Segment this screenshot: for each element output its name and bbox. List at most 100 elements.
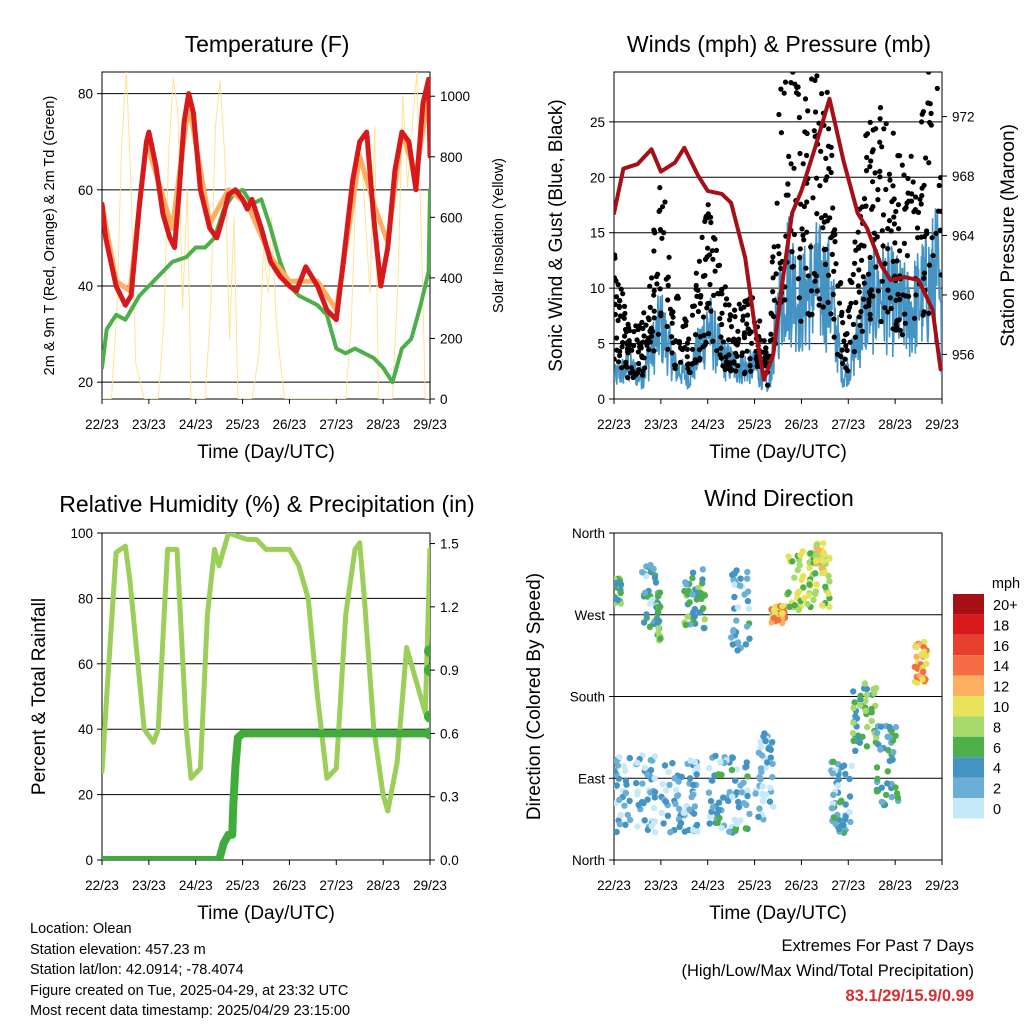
gust-point	[855, 283, 862, 289]
gust-point	[699, 234, 705, 240]
direction-point	[892, 723, 900, 731]
direction-point	[874, 775, 881, 782]
x-tick-label: 29/23	[413, 417, 447, 432]
direction-point	[812, 570, 819, 577]
gust-point	[880, 243, 886, 249]
direction-point	[860, 685, 868, 692]
gust-point	[818, 148, 824, 154]
direction-point	[693, 771, 700, 778]
direction-point	[832, 820, 839, 827]
gust-point	[828, 144, 834, 150]
gust-point	[910, 179, 916, 185]
gust-point	[636, 340, 642, 346]
gust-point	[831, 316, 837, 322]
direction-point	[786, 603, 793, 610]
direction-point	[656, 603, 664, 610]
gust-point	[745, 312, 751, 318]
gust-point	[897, 153, 903, 159]
gust-point	[647, 304, 653, 310]
direction-point	[733, 766, 740, 773]
y-tick-label: 40	[78, 722, 93, 737]
gust-point	[804, 130, 810, 137]
direction-point	[667, 829, 674, 836]
direction-point	[660, 820, 667, 827]
x-tick-label: 27/23	[831, 878, 865, 893]
precip-point	[424, 710, 430, 723]
direction-point	[648, 596, 656, 603]
gust-point	[902, 206, 908, 212]
gust-point	[777, 260, 783, 266]
gust-point	[635, 349, 642, 355]
direction-point	[744, 597, 752, 605]
gust-point	[717, 315, 723, 322]
direction-point	[837, 799, 844, 806]
direction-point	[651, 574, 659, 582]
direction-point	[641, 589, 649, 597]
gust-point	[852, 260, 858, 266]
x-tick-label: 27/23	[831, 417, 865, 432]
gust-point	[643, 322, 649, 328]
direction-point	[659, 780, 666, 788]
direction-point	[740, 779, 747, 786]
direction-point	[691, 758, 699, 766]
gust-point	[833, 261, 839, 267]
gust-point	[803, 265, 809, 271]
direction-point	[830, 791, 837, 799]
gust-point	[821, 219, 827, 225]
gust-point	[897, 296, 903, 303]
gust-point	[919, 111, 925, 117]
gust-point	[726, 302, 732, 308]
gust-point	[820, 225, 826, 231]
series-pressure-line	[614, 96, 942, 382]
station-info: Location: Olean Station elevation: 457.2…	[30, 919, 350, 1022]
gust-point	[614, 347, 620, 353]
direction-point	[818, 602, 826, 609]
gust-point	[662, 199, 668, 205]
gust-point	[718, 345, 724, 351]
gust-point	[882, 305, 888, 311]
direction-point	[812, 552, 819, 559]
gust-point	[622, 333, 628, 339]
gust-point	[718, 334, 724, 340]
x-tick-label: 26/23	[273, 417, 307, 432]
gust-point	[621, 303, 628, 309]
gust-point	[817, 183, 823, 189]
direction-point	[694, 828, 701, 835]
gust-point	[879, 228, 885, 234]
gust-point	[617, 352, 623, 359]
direction-point	[701, 616, 708, 623]
gust-point	[812, 278, 818, 284]
gust-point	[716, 262, 723, 268]
y-tick-label: North	[572, 526, 605, 541]
gust-point	[614, 311, 618, 318]
gust-point	[683, 322, 689, 328]
gust-point	[726, 366, 733, 372]
gust-point	[809, 76, 815, 82]
gust-point	[709, 248, 715, 254]
chart-panel-2: Winds (mph) & Pressure (mb) 0 5 10 15 20 25 956…	[546, 31, 1019, 463]
direction-point	[878, 784, 885, 791]
direction-point	[805, 592, 812, 599]
direction-point	[850, 719, 857, 726]
gust-point	[870, 127, 876, 133]
x-tick-label: 23/23	[132, 417, 166, 432]
gust-point	[896, 317, 902, 323]
y2-tick-label: 964	[952, 229, 975, 244]
direction-point	[728, 766, 736, 774]
y2-tick-label: 960	[952, 288, 975, 303]
direction-point	[769, 739, 776, 746]
direction-point	[794, 566, 801, 574]
y-tick-label: North	[572, 853, 605, 868]
gust-point	[929, 235, 935, 241]
gust-point	[831, 268, 837, 274]
gust-point	[708, 214, 714, 220]
direction-point	[861, 680, 869, 687]
gust-point	[875, 187, 881, 193]
gust-point	[719, 291, 725, 297]
direction-point	[920, 668, 927, 675]
gust-point	[801, 237, 807, 243]
gust-point	[917, 196, 923, 202]
gust-point	[618, 286, 624, 292]
gust-point	[885, 226, 891, 232]
direction-point	[789, 558, 796, 565]
